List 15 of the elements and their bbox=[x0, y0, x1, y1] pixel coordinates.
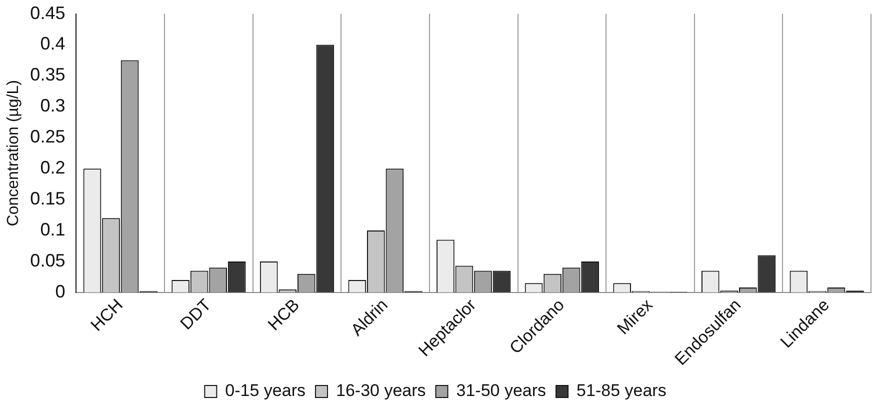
y-tick-label: 0.3 bbox=[40, 96, 66, 116]
legend-label: 51-85 years bbox=[576, 381, 666, 400]
y-tick-label: 0.05 bbox=[30, 250, 66, 270]
legend-label: 16-30 years bbox=[336, 381, 426, 400]
y-tick-label: 0.45 bbox=[30, 2, 66, 23]
y-tick-label: 0 bbox=[55, 281, 66, 302]
y-axis-title: Concentration (µg/L) bbox=[5, 80, 22, 226]
y-tick-label: 0.25 bbox=[30, 126, 66, 147]
y-tick-label: 0.2 bbox=[40, 158, 66, 178]
y-tick-label: 0.15 bbox=[30, 188, 66, 209]
y-tick-label: 0.4 bbox=[40, 34, 66, 54]
legend-label: 31-50 years bbox=[456, 381, 546, 400]
y-tick-label: 0.35 bbox=[30, 64, 66, 85]
legend-label: 0-15 years bbox=[225, 381, 306, 400]
y-tick-label: 0.1 bbox=[40, 219, 66, 240]
